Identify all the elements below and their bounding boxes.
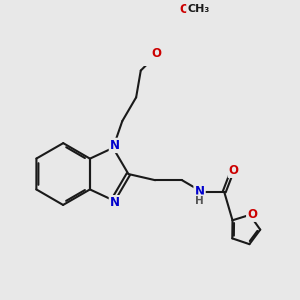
Text: N: N xyxy=(195,185,205,198)
Text: O: O xyxy=(247,208,257,221)
Text: O: O xyxy=(229,164,239,177)
Text: N: N xyxy=(110,139,120,152)
Text: O: O xyxy=(180,3,190,16)
Text: O: O xyxy=(151,47,161,60)
Text: CH₃: CH₃ xyxy=(187,4,209,14)
Text: H: H xyxy=(195,196,204,206)
Text: N: N xyxy=(110,196,120,209)
